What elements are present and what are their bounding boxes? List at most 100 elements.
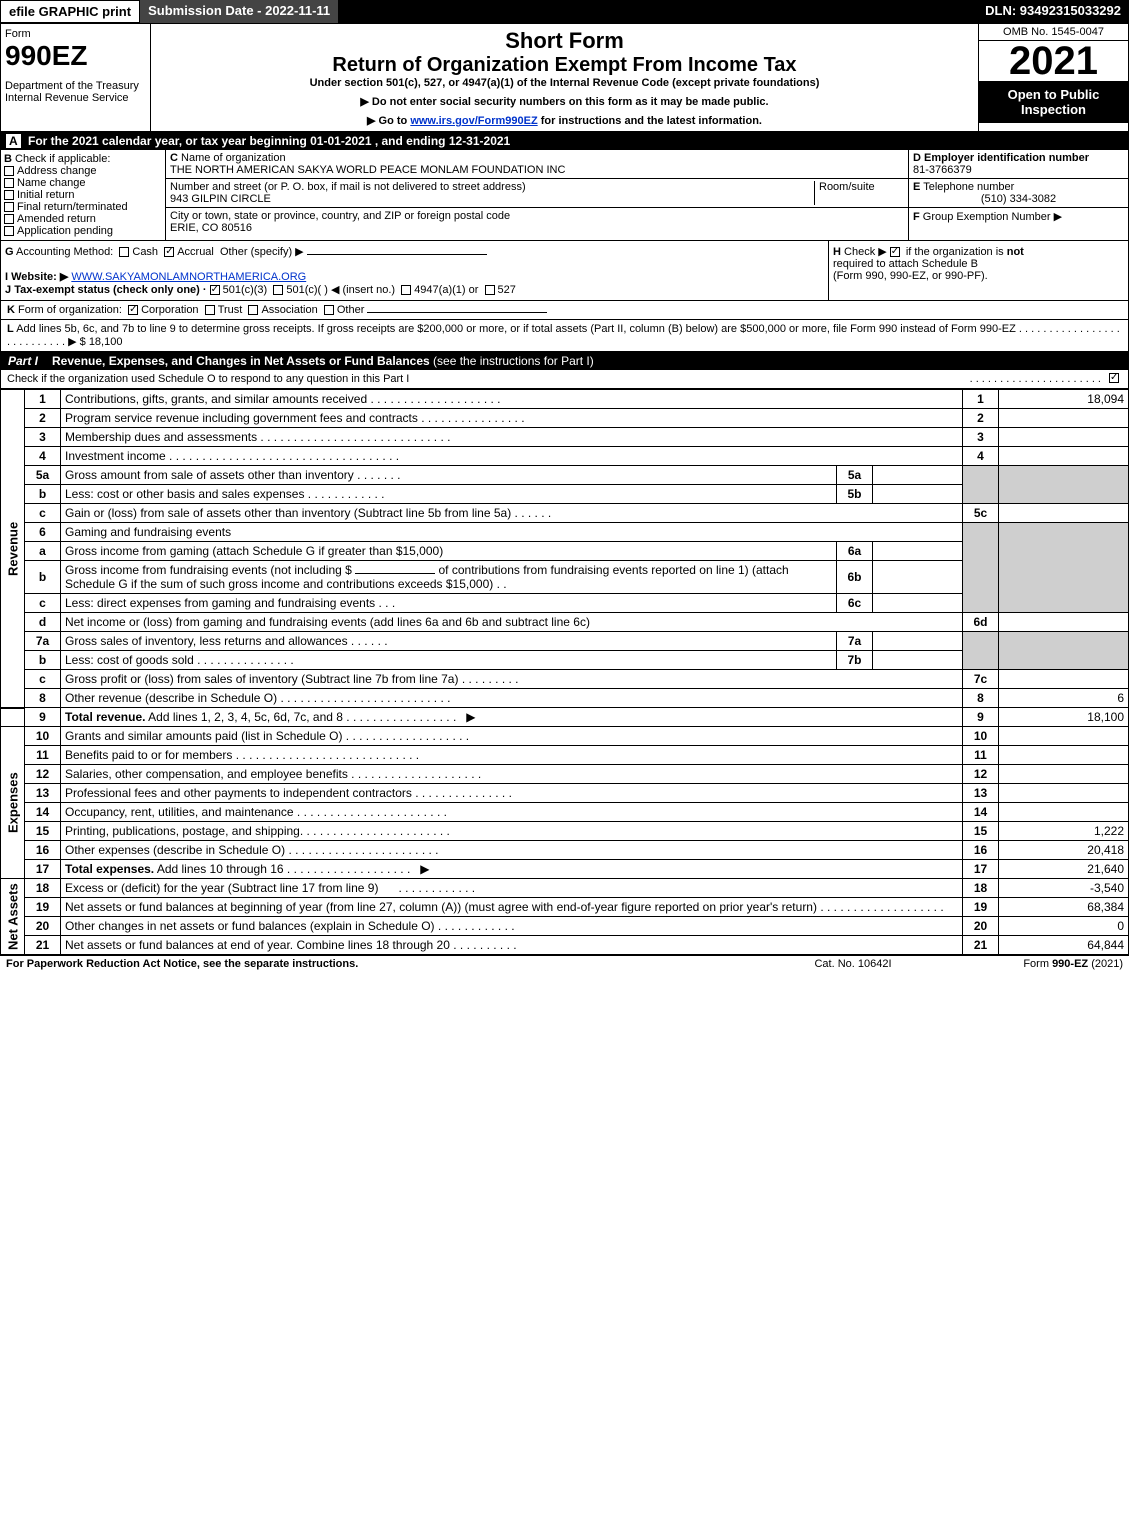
section-g-label: G [5,246,14,258]
line-9-no: 9 [25,708,61,727]
line-6c-subval [873,594,963,613]
other-specify-input[interactable] [307,254,487,255]
line-7b-no: b [25,651,61,670]
paperwork-notice: For Paperwork Reduction Act Notice, see … [6,958,763,970]
phone-value: (510) 334-3082 [913,193,1124,205]
form-ref: Form 990-EZ (2021) [943,958,1123,970]
line-4-desc: Investment income [65,449,166,463]
checkbox-name-change[interactable] [4,178,14,188]
line-6b-input[interactable] [355,573,435,574]
line-5a-sub: 5a [837,466,873,485]
line-1-num: 1 [963,390,999,409]
line-7a-no: 7a [25,632,61,651]
table-row: 16 Other expenses (describe in Schedule … [1,841,1129,860]
checkbox-4947[interactable] [401,285,411,295]
checkbox-501c[interactable] [273,285,283,295]
goto-instructions: ▶ Go to www.irs.gov/Form990EZ for instru… [155,114,974,127]
section-b-label: B [4,153,12,165]
line-6b-sub: 6b [837,561,873,594]
line-2-desc: Program service revenue including govern… [65,411,418,425]
cat-no: Cat. No. 10642I [763,958,943,970]
checkbox-association[interactable] [248,305,258,315]
line-5a-subval [873,466,963,485]
line-5b-subval [873,485,963,504]
form-ref-pre: Form [1023,958,1052,970]
table-row: Expenses 10 Grants and similar amounts p… [1,727,1129,746]
checkbox-accrual[interactable] [164,247,174,257]
org-name: THE NORTH AMERICAN SAKYA WORLD PEACE MON… [170,164,565,176]
checkbox-application-pending[interactable] [4,226,14,236]
line-12-desc: Salaries, other compensation, and employ… [65,767,348,781]
line-9-val: 18,100 [999,708,1129,727]
street-label: Number and street (or P. O. box, if mail… [170,181,526,193]
gross-receipts-amount: $ 18,100 [80,336,123,348]
website-link[interactable]: WWW.SAKYAMONLAMNORTHAMERICA.ORG [71,271,306,283]
line-6b-pre: Gross income from fundraising events (no… [65,563,352,577]
line-7b-subval [873,651,963,670]
line-15-num: 15 [963,822,999,841]
efile-print-button[interactable]: efile GRAPHIC print [0,0,140,23]
opt-501c: 501(c)( ) ◀ (insert no.) [286,284,395,296]
line-7c-val [999,670,1129,689]
shade-6v [999,523,1129,613]
section-def: D Employer identification number 81-3766… [908,150,1128,240]
line-21-no: 21 [25,936,61,955]
section-k: K Form of organization: Corporation Trus… [0,301,1129,320]
line-9-pre: Total revenue. [65,710,145,724]
checkbox-corporation[interactable] [128,305,138,315]
checkbox-schedule-o-part1[interactable] [1109,373,1119,383]
checkbox-initial-return[interactable] [4,190,14,200]
line-6-no: 6 [25,523,61,542]
table-row: Revenue 1 Contributions, gifts, grants, … [1,390,1129,409]
form-title: Return of Organization Exempt From Incom… [155,54,974,77]
line-6c-desc: Less: direct expenses from gaming and fu… [65,596,375,610]
shade-5v [999,466,1129,504]
checkbox-amended[interactable] [4,214,14,224]
part1-subline-text: Check if the organization used Schedule … [7,373,970,385]
opt-cash: Cash [132,246,158,258]
line-2-no: 2 [25,409,61,428]
h-post: if the organization is [906,246,1007,258]
table-row: 17 Total expenses. Add lines 10 through … [1,860,1129,879]
line-14-val [999,803,1129,822]
line-19-desc: Net assets or fund balances at beginning… [65,900,817,914]
table-row: 4 Investment income . . . . . . . . . . … [1,447,1129,466]
table-row: 19 Net assets or fund balances at beginn… [1,898,1129,917]
dept-treasury: Department of the Treasury [5,80,146,92]
checkbox-trust[interactable] [205,305,215,315]
section-i-label: I [5,271,8,283]
h-line2: required to attach Schedule B [833,258,978,270]
section-c: C Name of organization THE NORTH AMERICA… [166,150,908,240]
checkbox-final-return[interactable] [4,202,14,212]
checkbox-other-org[interactable] [324,305,334,315]
line-6c-no: c [25,594,61,613]
table-row: 3 Membership dues and assessments . . . … [1,428,1129,447]
line-8-desc: Other revenue (describe in Schedule O) [65,691,277,705]
table-row: 6 Gaming and fundraising events [1,523,1129,542]
checkbox-schedule-b-not-required[interactable] [890,247,900,257]
line-11-num: 11 [963,746,999,765]
section-a-taxyear: A For the 2021 calendar year, or tax yea… [0,132,1129,150]
line-4-num: 4 [963,447,999,466]
line-14-num: 14 [963,803,999,822]
form-label: Form [5,28,146,40]
checkbox-501c3[interactable] [210,285,220,295]
line-11-desc: Benefits paid to or for members [65,748,232,762]
line-6d-desc: Net income or (loss) from gaming and fun… [65,615,590,629]
checkbox-cash[interactable] [119,247,129,257]
part1-table: Revenue 1 Contributions, gifts, grants, … [0,389,1129,955]
line-10-val [999,727,1129,746]
part1-header: Part I Revenue, Expenses, and Changes in… [0,352,1129,370]
line-21-val: 64,844 [999,936,1129,955]
irs-link[interactable]: www.irs.gov/Form990EZ [410,115,537,127]
checkbox-527[interactable] [485,285,495,295]
line-17-num: 17 [963,860,999,879]
other-org-input[interactable] [367,312,547,313]
line-18-num: 18 [963,879,999,898]
line-7b-desc: Less: cost of goods sold [65,653,194,667]
checkbox-address-change[interactable] [4,166,14,176]
section-k-label: K [7,304,15,316]
expenses-sidehead: Expenses [1,727,25,879]
table-row: 2 Program service revenue including gove… [1,409,1129,428]
line-6-desc: Gaming and fundraising events [65,525,231,539]
